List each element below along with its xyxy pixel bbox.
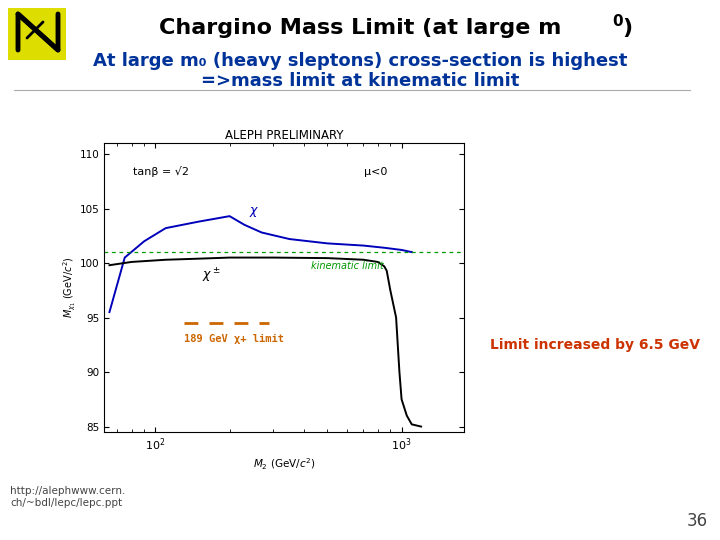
Text: μ<0: μ<0 — [364, 167, 387, 177]
Text: At large m₀ (heavy sleptons) cross-section is highest: At large m₀ (heavy sleptons) cross-secti… — [93, 52, 627, 70]
Text: 36: 36 — [687, 512, 708, 530]
Text: ): ) — [622, 18, 632, 38]
Text: http://alephwww.cern.
ch/~bdl/lepc/lepc.ppt: http://alephwww.cern. ch/~bdl/lepc/lepc.… — [10, 487, 125, 508]
Y-axis label: $M_{\chi_1}\ (\mathrm{GeV}/c^2)$: $M_{\chi_1}\ (\mathrm{GeV}/c^2)$ — [62, 256, 78, 319]
Text: kinematic limit: kinematic limit — [312, 261, 384, 271]
Text: Chargino Mass Limit (at large m: Chargino Mass Limit (at large m — [159, 18, 561, 38]
Text: =>mass limit at kinematic limit: =>mass limit at kinematic limit — [201, 72, 519, 90]
Text: Limit increased by 6.5 GeV: Limit increased by 6.5 GeV — [490, 338, 700, 352]
Text: 0: 0 — [612, 14, 623, 29]
Text: 189 GeV χ+ limit: 189 GeV χ+ limit — [184, 334, 284, 343]
X-axis label: $M_2\ (\mathrm{GeV}/c^2)$: $M_2\ (\mathrm{GeV}/c^2)$ — [253, 456, 315, 471]
FancyBboxPatch shape — [8, 8, 66, 60]
Text: $\chi$: $\chi$ — [249, 205, 259, 219]
Text: $\chi^\pm$: $\chi^\pm$ — [202, 266, 221, 285]
Text: tanβ = √2: tanβ = √2 — [133, 166, 189, 177]
Title: ALEPH PRELIMINARY: ALEPH PRELIMINARY — [225, 129, 343, 142]
